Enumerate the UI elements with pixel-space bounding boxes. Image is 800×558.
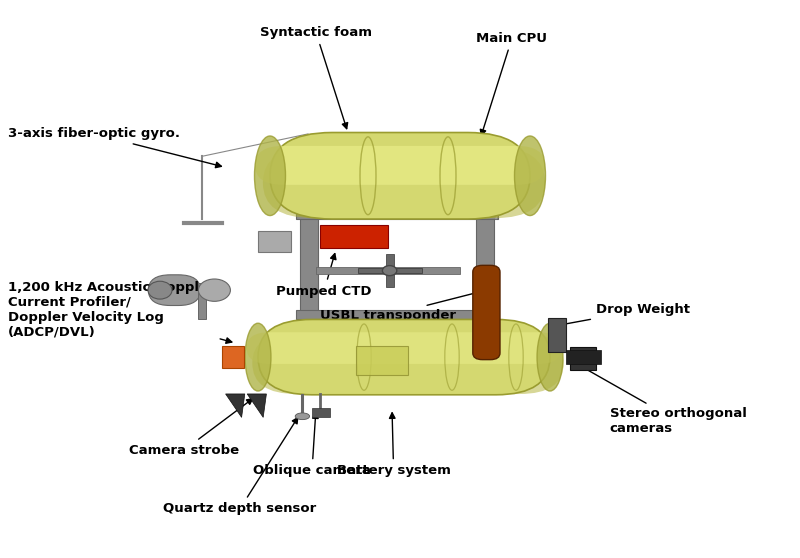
Ellipse shape: [514, 136, 546, 215]
FancyBboxPatch shape: [149, 275, 200, 306]
Ellipse shape: [537, 323, 563, 391]
FancyBboxPatch shape: [252, 332, 564, 394]
FancyBboxPatch shape: [312, 408, 330, 417]
Ellipse shape: [254, 136, 286, 215]
Text: Main CPU: Main CPU: [477, 32, 547, 136]
FancyBboxPatch shape: [296, 310, 498, 319]
Text: Battery system: Battery system: [337, 413, 450, 477]
FancyBboxPatch shape: [296, 210, 498, 219]
Text: Quartz depth sensor: Quartz depth sensor: [163, 418, 317, 515]
FancyBboxPatch shape: [570, 347, 596, 370]
Text: Syntactic foam: Syntactic foam: [260, 26, 372, 129]
Text: Stereo orthogonal
cameras: Stereo orthogonal cameras: [577, 364, 746, 435]
FancyBboxPatch shape: [222, 346, 244, 368]
FancyBboxPatch shape: [270, 132, 530, 219]
FancyBboxPatch shape: [255, 146, 545, 185]
FancyBboxPatch shape: [358, 268, 422, 273]
FancyBboxPatch shape: [473, 266, 500, 360]
FancyBboxPatch shape: [300, 213, 318, 319]
FancyBboxPatch shape: [246, 332, 562, 364]
FancyBboxPatch shape: [258, 319, 550, 395]
FancyBboxPatch shape: [263, 147, 545, 218]
Text: USBL transponder: USBL transponder: [320, 290, 482, 322]
Text: Camera strobe: Camera strobe: [129, 399, 253, 456]
Text: Drop Weight: Drop Weight: [556, 303, 690, 328]
FancyBboxPatch shape: [198, 283, 206, 319]
FancyBboxPatch shape: [386, 254, 394, 287]
FancyBboxPatch shape: [476, 213, 494, 319]
Ellipse shape: [382, 266, 397, 276]
FancyBboxPatch shape: [548, 318, 566, 352]
Text: 3-axis fiber-optic gyro.: 3-axis fiber-optic gyro.: [8, 127, 222, 167]
Ellipse shape: [245, 323, 271, 391]
FancyBboxPatch shape: [356, 346, 408, 375]
Ellipse shape: [295, 413, 310, 420]
FancyBboxPatch shape: [316, 267, 460, 274]
FancyBboxPatch shape: [320, 225, 388, 248]
Text: 1,200 kHz Acoustic Doppler
Current Profiler/
Doppler Velocity Log
(ADCP/DVL): 1,200 kHz Acoustic Doppler Current Profi…: [8, 281, 232, 343]
Text: Oblique camera: Oblique camera: [253, 413, 371, 477]
Polygon shape: [226, 394, 245, 417]
Ellipse shape: [148, 281, 172, 299]
Ellipse shape: [198, 279, 230, 301]
FancyBboxPatch shape: [258, 231, 291, 252]
Polygon shape: [247, 394, 266, 417]
Text: Pumped CTD: Pumped CTD: [276, 253, 372, 297]
FancyBboxPatch shape: [566, 350, 601, 364]
